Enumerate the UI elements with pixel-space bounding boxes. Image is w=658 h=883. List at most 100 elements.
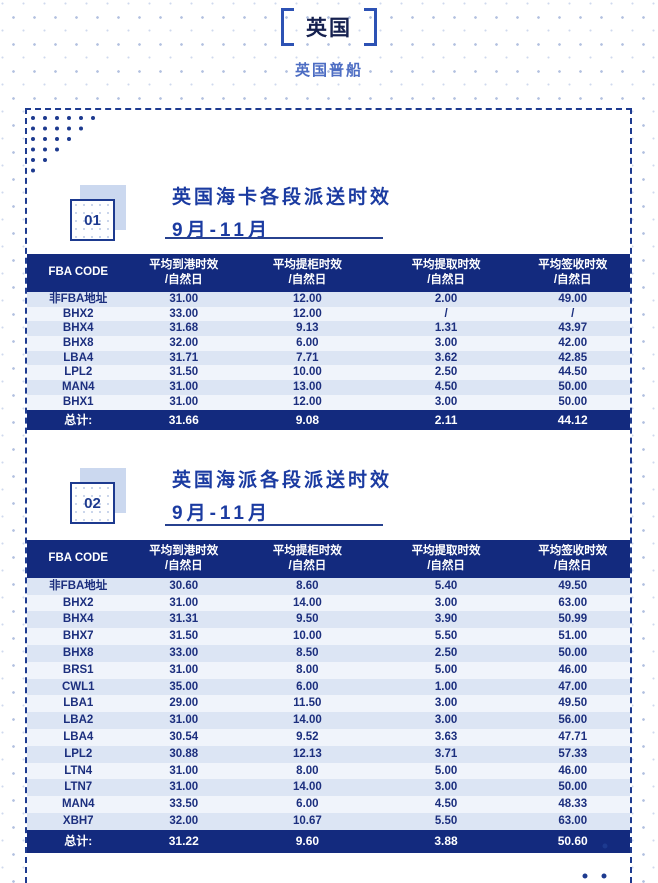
table-row: BRS1 31.00 8.00 5.00 46.00 <box>27 661 630 679</box>
table-row: MAN4 33.50 6.00 4.50 48.33 <box>27 796 630 814</box>
corner-dots-bottom-right-icon <box>582 843 608 879</box>
value-cell: 2.50 <box>434 647 458 660</box>
table-row: CWL1 35.00 6.00 1.00 47.00 <box>27 678 630 696</box>
value-cell: 49.00 <box>558 292 588 305</box>
value-cell: 5.00 <box>434 663 458 676</box>
value-cell: 1.00 <box>434 680 458 693</box>
value-cell: 31.00 <box>169 764 199 777</box>
table-row: MAN4 31.00 13.00 4.50 50.00 <box>27 380 630 395</box>
value-cell: 8.50 <box>296 647 319 660</box>
value-cell: 33.00 <box>169 647 199 660</box>
value-cell: 3.00 <box>434 714 458 727</box>
fba-code-cell: BRS1 <box>62 663 94 676</box>
fba-code-cell: LPL2 <box>64 747 93 760</box>
value-cell: 47.71 <box>558 731 588 744</box>
value-cell: 44.50 <box>558 366 588 379</box>
value-cell: 56.00 <box>558 714 588 727</box>
value-cell: 10.67 <box>292 815 322 828</box>
value-cell: 63.00 <box>558 815 588 828</box>
section-2-titles: 英国海派各段派送时效 9月-11月 <box>172 469 392 525</box>
value-cell: 30.88 <box>169 747 199 760</box>
fba-code-cell: LPL2 <box>64 366 93 379</box>
fba-code-cell: LBA2 <box>63 714 94 727</box>
value-cell: 31.00 <box>169 596 199 609</box>
section-1-underline <box>165 237 383 239</box>
value-cell: 12.00 <box>292 292 322 305</box>
value-cell: 11.50 <box>293 697 322 710</box>
table-row: BHX2 33.00 12.00 / / <box>27 306 630 322</box>
section-1-title: 英国海卡各段派送时效 <box>172 187 393 208</box>
value-cell: 49.50 <box>558 579 588 592</box>
fba-code-cell: XBH7 <box>62 815 94 828</box>
section-1-period: 9月-11月 <box>172 220 271 241</box>
table-row: BHX2 31.00 14.00 3.00 63.00 <box>27 594 630 612</box>
table-row: BHX8 32.00 6.00 3.00 42.00 <box>27 335 630 351</box>
value-cell: 42.85 <box>558 351 588 364</box>
value-cell: 43.97 <box>558 322 588 335</box>
fba-code-cell: LBA1 <box>63 697 94 710</box>
total-label-cell: 总计: <box>27 829 130 853</box>
section-number-badge-2: 02 <box>70 468 126 524</box>
table-total-row: 总计: 31.22 9.60 3.88 50.60 <box>27 829 630 853</box>
value-cell: 12.00 <box>292 395 322 408</box>
table-row: 非FBA地址 31.00 12.00 2.00 49.00 <box>27 291 630 307</box>
value-cell: 32.00 <box>169 815 199 828</box>
bracket-left-icon <box>281 8 294 46</box>
table-sea-dispatch-delivery: FBA CODE 平均到港时效/自然日 平均提柜时效/自然日 平均提取时效/自然日 平均… <box>27 540 630 853</box>
table-row: BHX8 33.00 8.50 2.50 50.00 <box>27 645 630 662</box>
value-cell: 3.62 <box>434 351 458 364</box>
value-cell: 46.00 <box>558 764 588 777</box>
value-cell: 5.40 <box>434 579 458 592</box>
value-cell: 4.50 <box>434 798 458 811</box>
table-row: LTN4 31.00 8.00 5.00 46.00 <box>27 762 630 780</box>
value-cell: 12.13 <box>292 747 322 760</box>
value-cell: 32.00 <box>169 336 199 349</box>
total-value-cell: 2.11 <box>376 409 516 430</box>
fba-code-cell: BHX2 <box>62 596 94 609</box>
page-header: 英国 英国普船 <box>0 8 658 80</box>
value-cell: 7.71 <box>296 351 319 364</box>
value-cell: 6.00 <box>296 798 319 811</box>
table-total-row: 总计: 31.66 9.08 2.11 44.12 <box>27 409 630 430</box>
column-header: FBA CODE <box>27 540 130 578</box>
column-header: 平均到港时效/自然日 <box>129 254 239 292</box>
section-2-underline <box>165 524 383 526</box>
value-cell: 3.00 <box>434 596 458 609</box>
table-row: BHX4 31.68 9.13 1.31 43.97 <box>27 321 630 336</box>
value-cell: 50.00 <box>558 647 588 660</box>
value-cell: 57.33 <box>558 747 588 760</box>
value-cell: 50.00 <box>558 781 588 794</box>
total-value-cell: 31.66 <box>129 409 239 430</box>
value-cell: 10.00 <box>292 630 322 643</box>
fba-code-cell: MAN4 <box>61 381 95 394</box>
value-cell: 29.00 <box>169 697 199 710</box>
column-header: 平均签收时效/自然日 <box>515 254 630 292</box>
value-cell: / <box>444 307 448 320</box>
value-cell: 51.00 <box>558 630 588 643</box>
value-cell: 14.00 <box>292 781 322 794</box>
fba-code-cell: MAN4 <box>61 798 95 811</box>
page-subtitle: 英国普船 <box>294 62 363 79</box>
value-cell: 9.13 <box>296 322 319 335</box>
table-row: BHX7 31.50 10.00 5.50 51.00 <box>27 628 630 646</box>
table-row: LBA4 31.71 7.71 3.62 42.85 <box>27 350 630 366</box>
value-cell: 31.00 <box>169 395 199 408</box>
value-cell: 9.50 <box>296 613 319 626</box>
fba-code-cell: 非FBA地址 <box>49 292 108 305</box>
table-header-row: FBA CODE 平均到港时效/自然日 平均提柜时效/自然日 平均提取时效/自然日 平均… <box>27 254 630 292</box>
fba-code-cell: BHX7 <box>62 630 94 643</box>
value-cell: 12.00 <box>292 307 322 320</box>
value-cell: 42.00 <box>558 336 588 349</box>
fba-code-cell: LBA4 <box>63 351 94 364</box>
value-cell: 30.60 <box>169 579 199 592</box>
value-cell: 48.33 <box>558 798 588 811</box>
value-cell: 6.00 <box>296 336 319 349</box>
value-cell: 31.00 <box>169 663 199 676</box>
fba-code-cell: BHX4 <box>62 322 94 335</box>
table-row: LBA2 31.00 14.00 3.00 56.00 <box>27 712 630 730</box>
value-cell: 31.00 <box>169 292 199 305</box>
section-number-1: 01 <box>70 199 115 241</box>
fba-code-cell: CWL1 <box>61 680 95 693</box>
column-header: 平均提取时效/自然日 <box>376 254 516 292</box>
table-row: LBA1 29.00 11.50 3.00 49.50 <box>27 695 630 713</box>
